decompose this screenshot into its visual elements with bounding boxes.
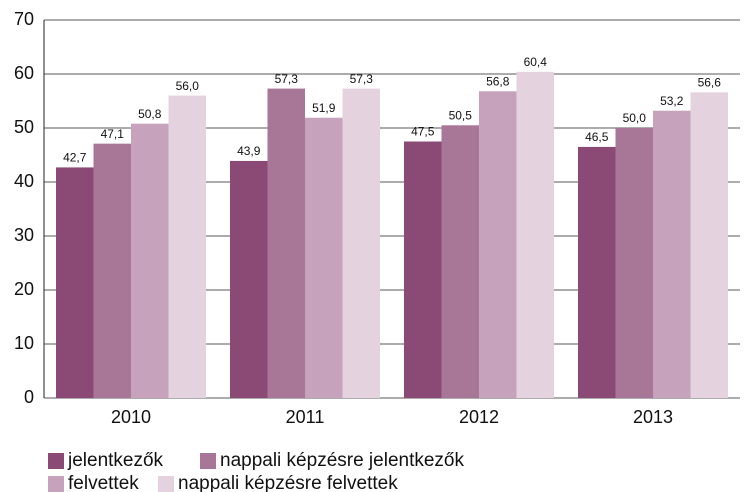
legend-swatch xyxy=(48,476,64,492)
y-tick-label: 70 xyxy=(14,9,34,29)
legend-label: nappali képzésre jelentkezők xyxy=(220,450,464,471)
bar xyxy=(516,71,554,398)
value-label: 50,5 xyxy=(449,108,473,122)
legend-swatch xyxy=(48,453,64,469)
value-label: 50,8 xyxy=(138,107,162,121)
y-tick-label: 0 xyxy=(24,387,34,407)
legend-swatch xyxy=(158,476,174,492)
legend-label: jelentkezők xyxy=(67,450,164,471)
value-label: 56,6 xyxy=(698,76,722,90)
y-tick-label: 10 xyxy=(14,333,34,353)
legend-label: felvettek xyxy=(68,473,139,492)
bar xyxy=(342,88,380,398)
bar xyxy=(305,117,343,399)
value-label: 56,0 xyxy=(176,79,200,93)
x-tick-label: 2012 xyxy=(459,407,499,427)
y-tick-label: 40 xyxy=(14,171,34,191)
value-label: 51,9 xyxy=(312,101,336,115)
bar xyxy=(404,141,442,398)
bar xyxy=(578,146,616,398)
legend-label: nappali képzésre felvettek xyxy=(178,473,398,492)
bar xyxy=(653,110,691,398)
value-label: 56,8 xyxy=(486,74,510,88)
bar xyxy=(93,143,131,398)
value-label: 43,9 xyxy=(237,144,261,158)
bar xyxy=(690,92,728,399)
value-label: 57,3 xyxy=(350,72,374,86)
y-tick-label: 60 xyxy=(14,63,34,83)
y-tick-label: 20 xyxy=(14,279,34,299)
bar xyxy=(267,88,305,398)
bar xyxy=(479,91,517,398)
value-label: 53,2 xyxy=(660,94,684,108)
x-tick-label: 2013 xyxy=(633,407,673,427)
y-tick-label: 30 xyxy=(14,225,34,245)
value-label: 46,5 xyxy=(585,130,609,144)
bar xyxy=(441,125,479,399)
x-tick-label: 2010 xyxy=(111,407,151,427)
bar xyxy=(168,95,206,398)
x-tick-label: 2011 xyxy=(286,407,325,427)
legend-swatch xyxy=(200,453,216,469)
value-label: 42,7 xyxy=(63,151,87,165)
y-tick-label: 50 xyxy=(14,117,34,137)
bar xyxy=(615,128,653,398)
value-label: 47,5 xyxy=(411,125,435,139)
value-label: 50,0 xyxy=(623,111,647,125)
bar xyxy=(131,123,169,399)
value-label: 47,1 xyxy=(101,127,125,141)
value-label: 57,3 xyxy=(275,72,299,86)
bar xyxy=(56,167,94,398)
bar xyxy=(230,160,268,398)
value-label: 60,4 xyxy=(524,55,548,69)
